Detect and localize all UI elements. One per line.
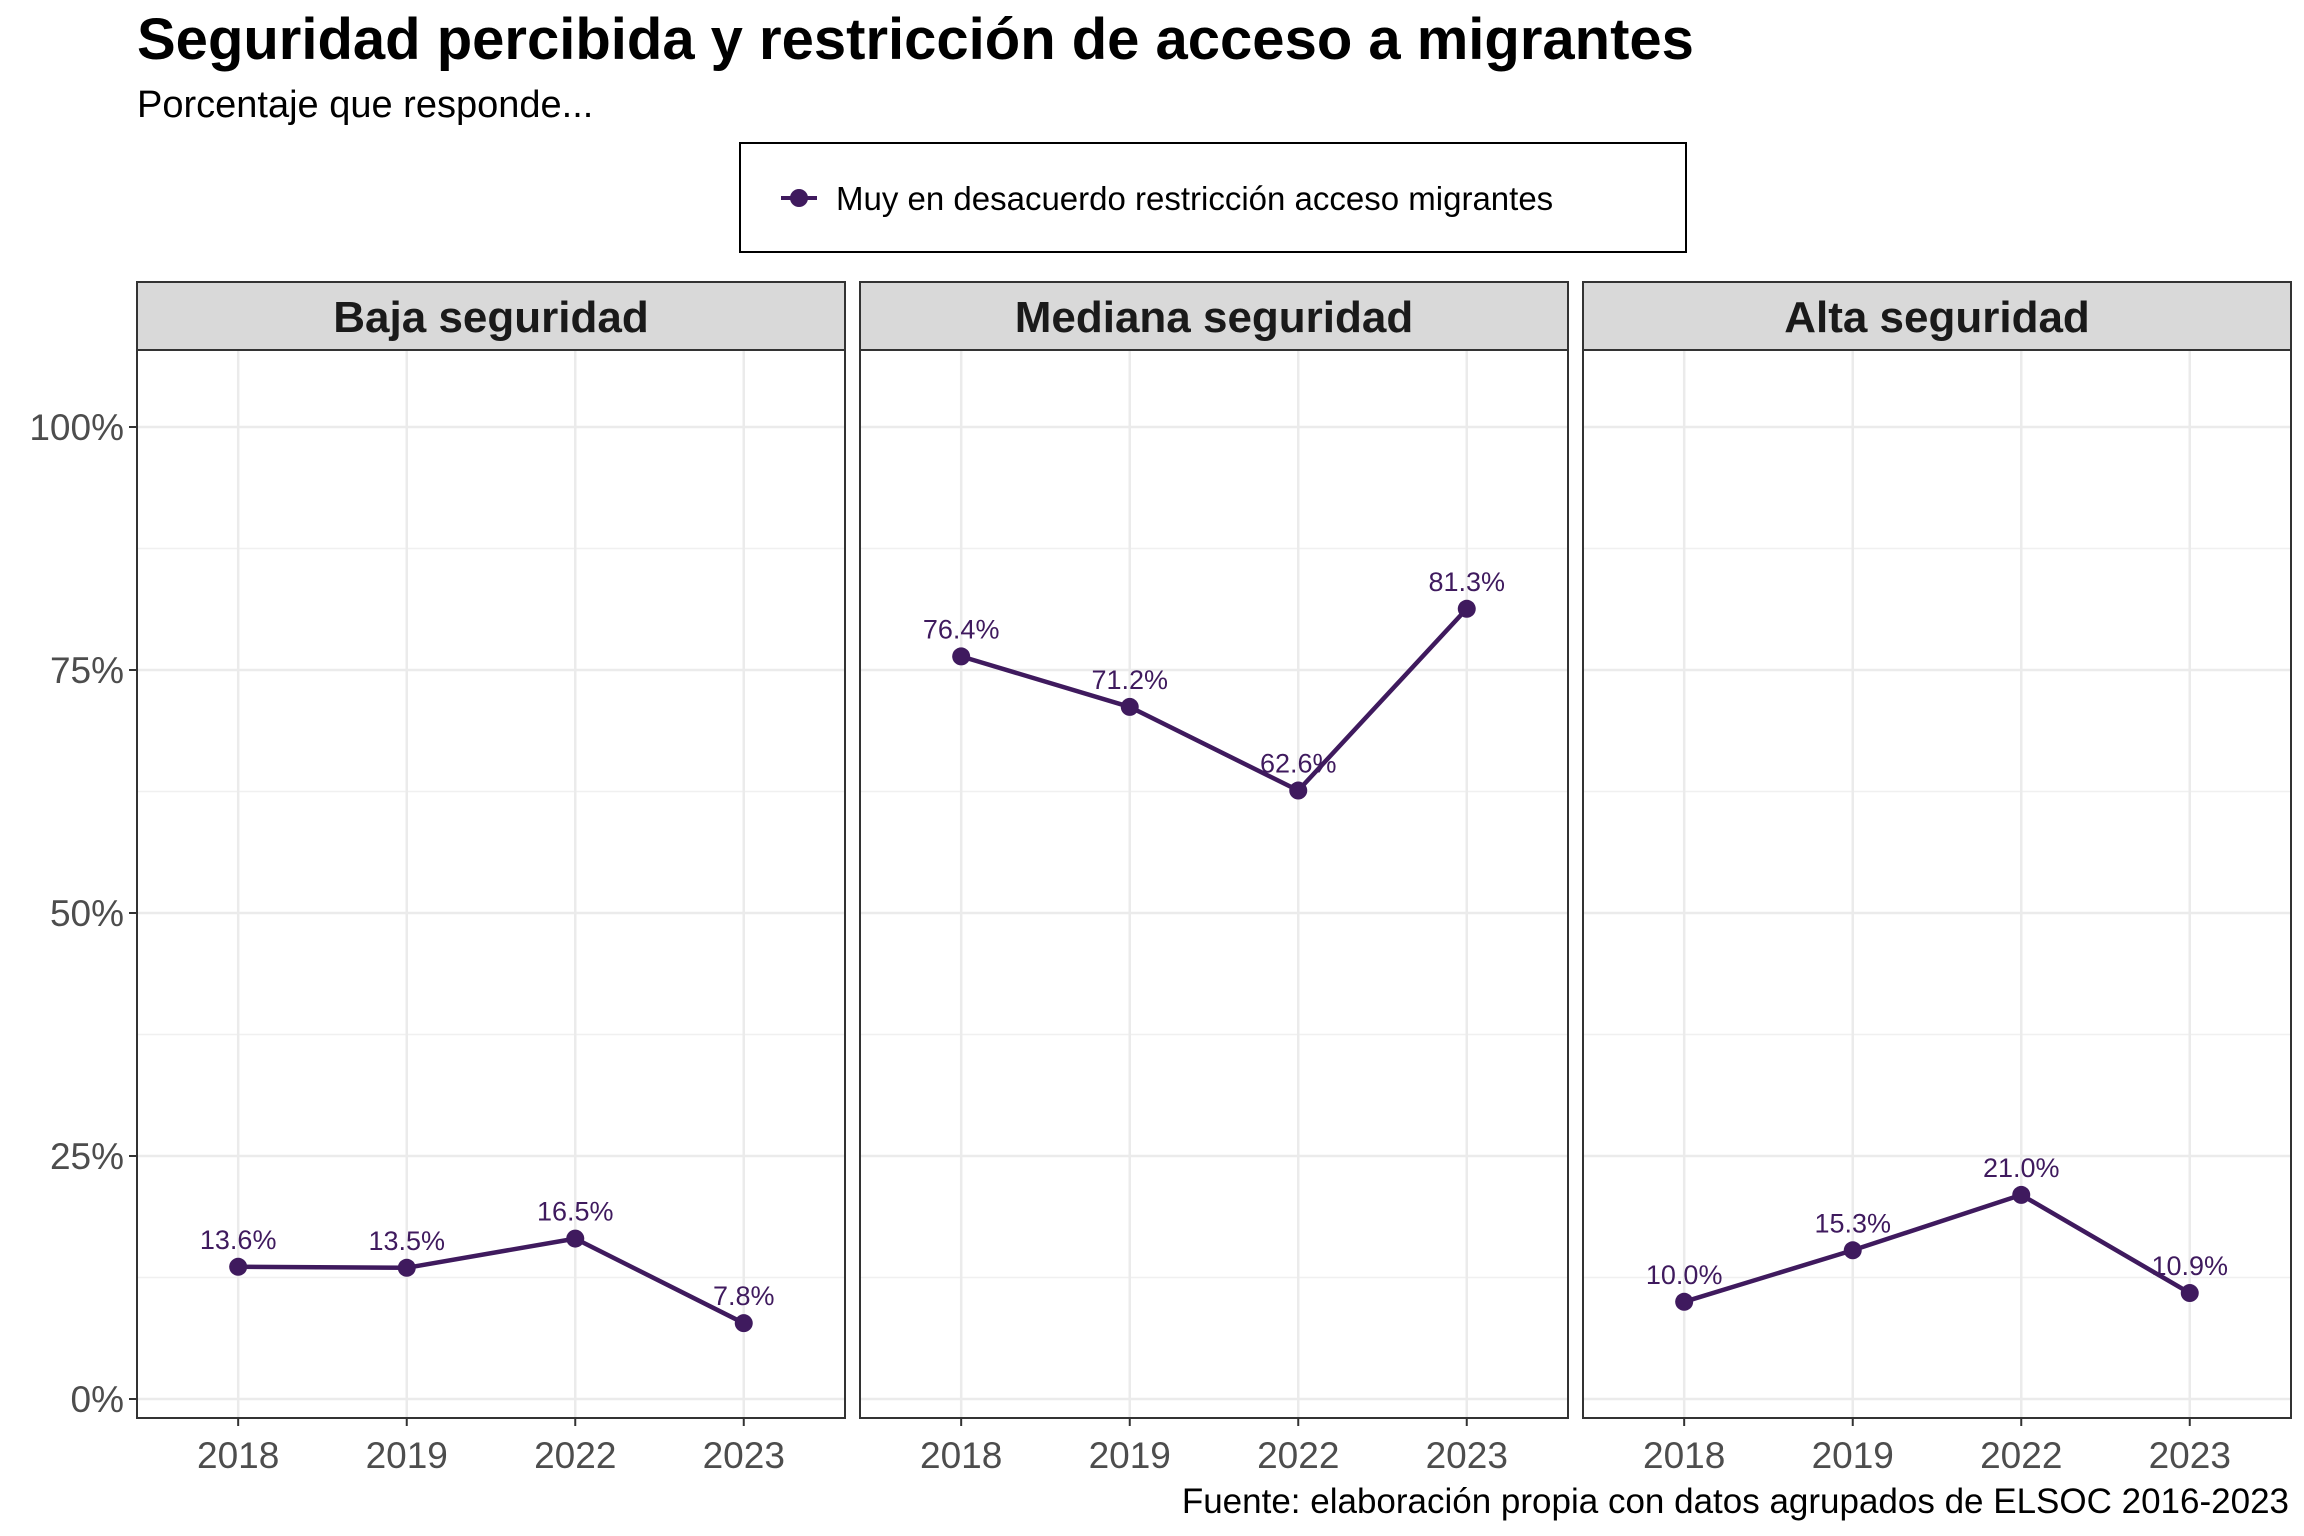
data-label: 15.3% bbox=[1814, 1208, 1891, 1238]
data-point bbox=[397, 1258, 416, 1277]
x-tick-label: 2023 bbox=[703, 1435, 785, 1476]
x-tick-label: 2019 bbox=[1089, 1435, 1171, 1476]
facet-strip-label: Baja seguridad bbox=[333, 293, 648, 342]
x-tick-label: 2019 bbox=[1812, 1435, 1894, 1476]
data-point bbox=[1120, 697, 1139, 716]
y-tick-label: 100% bbox=[29, 407, 124, 448]
data-point bbox=[229, 1257, 248, 1276]
x-tick-label: 2018 bbox=[197, 1435, 279, 1476]
facet-panel: Mediana seguridad 2018 2019 2022 2023 76.4% 71… bbox=[859, 281, 1569, 1476]
panel-background bbox=[1583, 350, 2291, 1418]
x-tick-label: 2022 bbox=[1980, 1435, 2062, 1476]
facet-panel: Baja seguridad 2018 2019 2022 2023 13.6% 13.5%… bbox=[136, 281, 846, 1476]
chart-title: Seguridad percibida y restricción de acc… bbox=[137, 7, 1694, 72]
facet-strip-label: Alta seguridad bbox=[1784, 293, 2090, 342]
panel-border bbox=[136, 349, 846, 1419]
data-point bbox=[2012, 1185, 2031, 1204]
facet-strip bbox=[136, 281, 846, 351]
x-tick-label: 2018 bbox=[920, 1435, 1002, 1476]
facet-panel: Alta seguridad 2018 2019 2022 2023 10.0% 15.3%… bbox=[1582, 281, 2292, 1476]
x-tick-label: 2022 bbox=[1257, 1435, 1339, 1476]
chart-subtitle: Porcentaje que responde... bbox=[137, 84, 594, 126]
panel-background bbox=[860, 350, 1568, 1418]
legend-box bbox=[739, 142, 1687, 253]
chart-caption: Fuente: elaboración propia con datos agr… bbox=[1181, 1482, 2289, 1521]
x-tick-label: 2019 bbox=[366, 1435, 448, 1476]
panel-border bbox=[859, 349, 1569, 1419]
y-tick-label: 50% bbox=[50, 893, 124, 934]
data-label: 10.0% bbox=[1646, 1260, 1723, 1290]
data-label: 81.3% bbox=[1428, 567, 1505, 597]
panel-background bbox=[137, 350, 845, 1418]
x-tick-label: 2023 bbox=[2149, 1435, 2231, 1476]
series-line bbox=[1683, 1192, 2191, 1304]
data-label: 76.4% bbox=[923, 614, 1000, 644]
data-point bbox=[952, 647, 971, 666]
data-point bbox=[1457, 599, 1476, 618]
legend: Muy en desacuerdo restricción acceso mig… bbox=[739, 142, 1687, 253]
data-label: 10.9% bbox=[2151, 1251, 2228, 1281]
facet-strip bbox=[1582, 281, 2292, 351]
data-label: 62.6% bbox=[1260, 749, 1337, 779]
facet-strip-label: Mediana seguridad bbox=[1015, 293, 1414, 342]
series-line bbox=[960, 607, 1469, 793]
panel-border bbox=[1582, 349, 2292, 1419]
facet-strip bbox=[859, 281, 1569, 351]
y-tick-label: 75% bbox=[50, 650, 124, 691]
data-label: 7.8% bbox=[713, 1281, 775, 1311]
data-point bbox=[566, 1229, 585, 1248]
legend-key-marker bbox=[790, 189, 808, 207]
data-label: 16.5% bbox=[537, 1197, 614, 1227]
legend-label: Muy en desacuerdo restricción acceso mig… bbox=[836, 180, 1553, 217]
series-line bbox=[238, 1236, 745, 1326]
data-point bbox=[1675, 1292, 1694, 1311]
data-label: 13.6% bbox=[200, 1225, 277, 1255]
data-label: 21.0% bbox=[1983, 1153, 2060, 1183]
data-point bbox=[2180, 1284, 2199, 1303]
x-tick-label: 2018 bbox=[1643, 1435, 1725, 1476]
data-point bbox=[1843, 1241, 1862, 1260]
data-label: 13.5% bbox=[368, 1226, 445, 1256]
x-tick-label: 2023 bbox=[1426, 1435, 1508, 1476]
data-point bbox=[734, 1314, 753, 1333]
y-tick-label: 0% bbox=[71, 1379, 124, 1420]
data-point bbox=[1289, 781, 1308, 800]
y-tick-label: 25% bbox=[50, 1136, 124, 1177]
data-label: 71.2% bbox=[1091, 665, 1168, 695]
x-tick-label: 2022 bbox=[534, 1435, 616, 1476]
